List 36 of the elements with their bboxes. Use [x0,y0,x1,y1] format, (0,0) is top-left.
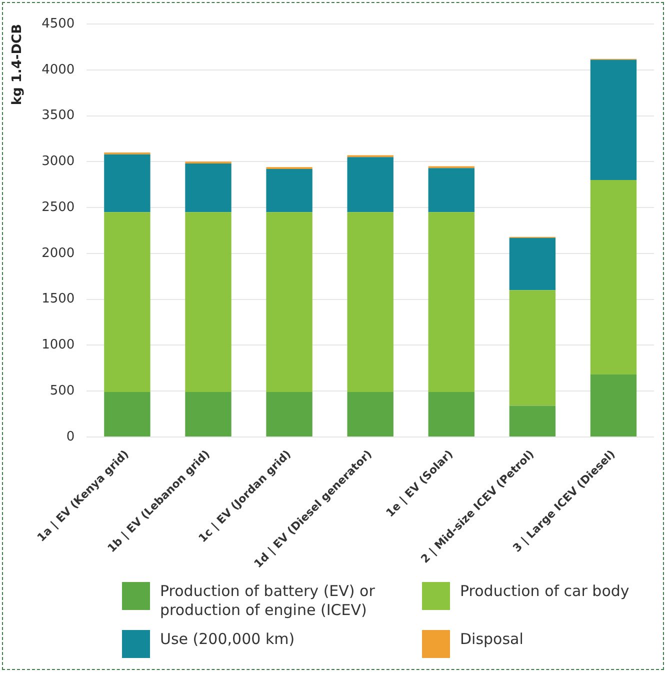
y-tick-label: 0 [66,429,75,444]
bar [509,238,556,290]
bar [428,392,474,436]
bar [185,163,232,212]
bar [590,60,637,180]
bar [266,168,312,212]
y-tick-label: 2000 [42,246,75,261]
bar [428,168,474,212]
y-tick-label: 1000 [42,338,75,353]
y-tick-label: 4500 [42,16,75,32]
bar [185,392,232,436]
bar [266,212,312,392]
bar [104,212,150,392]
bar [185,212,232,392]
y-tick-label: 4000 [42,62,75,78]
y-axis-title: kg 1.4-DCB [10,24,26,106]
legend-label: Disposal [460,630,524,649]
bar [509,290,556,406]
legend-label: Use (200,000 km) [160,630,295,649]
bar [347,157,394,212]
bar [266,392,312,436]
bar [590,180,637,375]
legend-label: Production of battery (EV) or production of engine (ICEV) [160,582,376,620]
legend-label: Production of car body [460,582,630,601]
bar [428,212,474,392]
bar [590,374,637,436]
bar [104,392,150,436]
y-tick-label: 500 [50,383,75,398]
bar [104,154,150,212]
y-tick-label: 3500 [42,108,75,124]
y-tick-label: 3000 [42,154,75,170]
bar [347,392,394,436]
bar [509,406,556,436]
y-tick-label: 1500 [42,292,75,307]
y-tick-label: 2500 [42,200,75,215]
bar [347,212,394,392]
